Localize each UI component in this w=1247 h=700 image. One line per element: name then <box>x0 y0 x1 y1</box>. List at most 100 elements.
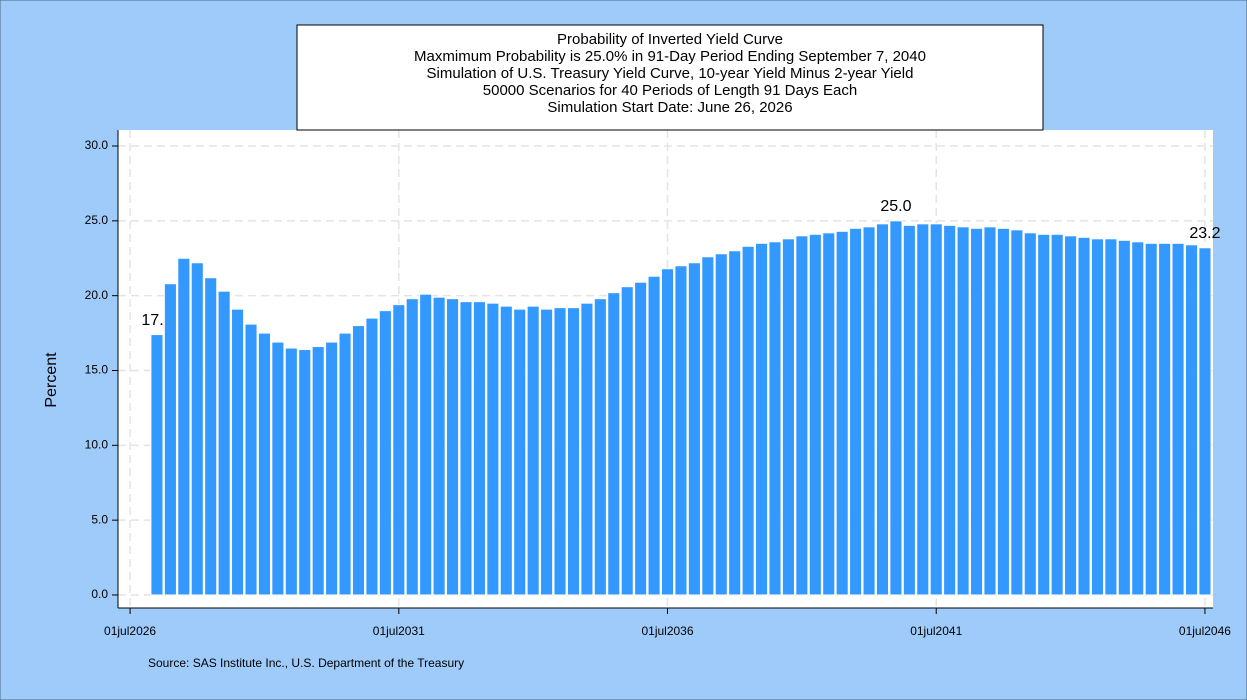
y-tick-label: 30.0 <box>85 138 109 152</box>
bar <box>271 341 285 596</box>
bar <box>849 227 863 596</box>
bar <box>768 241 782 596</box>
bar <box>822 232 836 596</box>
bar <box>862 226 876 596</box>
bar <box>781 238 795 596</box>
bar <box>943 224 957 596</box>
bar <box>338 332 352 596</box>
bar <box>177 257 191 596</box>
x-tick-label: 01jul2031 <box>373 624 425 638</box>
bar <box>311 346 325 596</box>
bar <box>298 349 312 596</box>
bar <box>540 308 554 596</box>
bar <box>553 307 567 596</box>
bar <box>526 305 540 596</box>
bar <box>378 310 392 596</box>
bar <box>446 298 460 596</box>
bar <box>1077 236 1091 596</box>
bar <box>983 226 997 596</box>
bar <box>969 227 984 596</box>
data-label: 25.0 <box>880 198 911 215</box>
bar <box>325 341 339 596</box>
bar <box>257 332 271 596</box>
bar <box>620 286 634 596</box>
bar <box>499 305 513 596</box>
bar <box>1090 238 1104 596</box>
bar <box>660 268 675 596</box>
bar <box>1117 239 1131 596</box>
y-tick-label: 25.0 <box>85 213 109 227</box>
bar <box>1184 244 1199 596</box>
bar <box>929 223 943 596</box>
y-tick-label: 15.0 <box>85 363 109 377</box>
x-tick-label: 01jul2041 <box>910 624 962 638</box>
chart-title: 50000 Scenarios for 40 Periods of Length… <box>483 82 857 99</box>
bar <box>513 308 527 596</box>
bar <box>459 301 473 596</box>
bar <box>1158 242 1172 596</box>
source-note: Source: SAS Institute Inc., U.S. Departm… <box>148 656 464 670</box>
chart-title: Probability of Inverted Yield Curve <box>557 31 783 48</box>
x-tick-label: 01jul2026 <box>104 624 156 638</box>
bar <box>486 302 500 596</box>
data-label: 23.2 <box>1189 225 1220 242</box>
bar <box>902 224 916 596</box>
bar <box>1104 238 1118 596</box>
bar <box>634 281 648 596</box>
x-tick-label: 01jul2036 <box>641 624 693 638</box>
title-box <box>296 24 1044 131</box>
bar <box>1023 232 1037 596</box>
bar <box>580 302 594 596</box>
bar <box>1010 229 1024 596</box>
bar <box>472 301 486 596</box>
bar <box>1144 242 1158 596</box>
bar <box>204 277 218 596</box>
y-axis-label: Percent <box>43 352 60 408</box>
bar <box>728 250 742 596</box>
bar <box>405 298 419 596</box>
x-tick-label: 01jul2046 <box>1179 624 1231 638</box>
y-tick-label: 20.0 <box>85 288 109 302</box>
y-tick-label: 0.0 <box>91 587 108 601</box>
bar <box>755 242 769 596</box>
bar <box>392 304 406 596</box>
bar <box>351 325 366 596</box>
bar <box>1064 235 1078 596</box>
bar <box>163 283 177 596</box>
bar <box>432 296 446 596</box>
bar <box>419 293 433 596</box>
bar <box>741 245 755 596</box>
bar <box>231 308 245 596</box>
bar <box>701 256 715 596</box>
bar <box>1171 242 1185 596</box>
bar <box>365 317 379 596</box>
bar <box>714 253 728 596</box>
bar <box>593 298 607 596</box>
bar <box>190 262 204 596</box>
bar <box>566 307 581 596</box>
bar <box>687 262 701 596</box>
bar <box>996 227 1010 596</box>
bar <box>808 233 822 596</box>
bar <box>607 292 621 596</box>
chart-title: Maxmimum Probability is 25.0% in 91-Day … <box>414 48 926 65</box>
bar <box>916 223 930 596</box>
y-tick-label: 5.0 <box>91 512 108 526</box>
bar <box>835 230 849 596</box>
bar <box>217 290 231 596</box>
bar <box>1037 233 1051 596</box>
bar <box>284 347 298 596</box>
plot: 17.425.023.2 <box>118 130 1221 608</box>
bar <box>674 265 688 596</box>
chart-title: Simulation of U.S. Treasury Yield Curve,… <box>427 65 914 82</box>
bar <box>956 226 970 596</box>
chart-title: Simulation Start Date: June 26, 2026 <box>547 99 792 116</box>
bar <box>244 323 258 596</box>
bar <box>1050 233 1064 596</box>
bar <box>795 235 809 596</box>
bar <box>647 275 661 596</box>
bar <box>889 220 903 596</box>
bar <box>875 223 890 596</box>
bar <box>150 334 164 596</box>
